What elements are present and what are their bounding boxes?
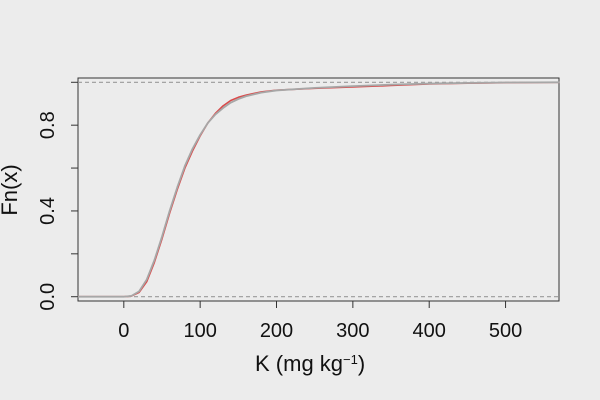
- x-tick-label-4: 400: [413, 320, 446, 342]
- x-axis-label: K (mg kg−1): [255, 351, 365, 376]
- x-tick-label-3: 300: [336, 320, 369, 342]
- x-tick-label-0: 0: [118, 320, 129, 342]
- plot-frame: [77, 77, 560, 302]
- ecdf-series-line-2: [77, 81, 560, 298]
- x-tick-label-5: 500: [489, 320, 522, 342]
- y-axis-label: Fn(x): [0, 164, 22, 215]
- x-tick-label-1: 100: [183, 320, 216, 342]
- x-axis-label-main: K (mg kg: [255, 351, 343, 376]
- x-axis-label-suffix: ): [358, 351, 365, 376]
- y-tick-label-0: 0.0: [37, 283, 59, 311]
- y-tick-label-1: 0.4: [37, 197, 59, 225]
- x-axis-label-superscript: −1: [343, 352, 358, 367]
- x-tick-label-2: 200: [260, 320, 293, 342]
- y-tick-label-2: 0.8: [37, 111, 59, 139]
